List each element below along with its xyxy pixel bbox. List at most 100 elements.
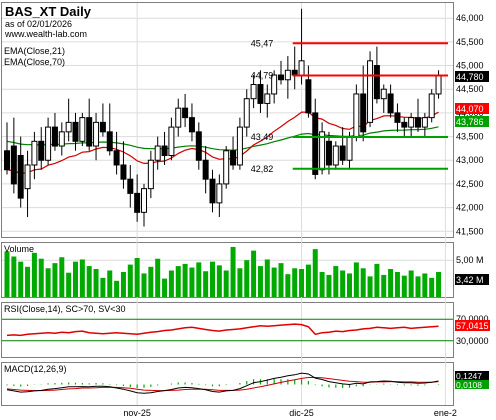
volume-layer bbox=[4, 246, 442, 297]
volume-bar bbox=[408, 270, 414, 297]
candle bbox=[134, 192, 141, 213]
price-y-tick-label: 44,500 bbox=[456, 84, 484, 94]
candle bbox=[243, 98, 250, 128]
x-tick-label: dic-25 bbox=[289, 408, 314, 418]
volume-bar bbox=[162, 278, 168, 297]
volume-bar bbox=[381, 274, 387, 297]
volume-bar bbox=[120, 271, 126, 297]
price-level-label: 43,49 bbox=[251, 132, 274, 142]
volume-bar bbox=[367, 276, 373, 297]
volume-bar bbox=[196, 262, 202, 297]
rsi-title: RSI(Close,14), SC>70, SV<30 bbox=[4, 304, 126, 314]
price-level-label: 45,47 bbox=[251, 38, 274, 48]
volume-bar bbox=[100, 277, 106, 297]
price-level-label: 42,82 bbox=[251, 164, 274, 174]
candle bbox=[332, 145, 339, 166]
rsi-badge-text: 57,0415 bbox=[456, 321, 489, 331]
price-y-tick-label: 43,500 bbox=[456, 132, 484, 142]
candle bbox=[339, 145, 346, 161]
macd-hist-badge: 0,0108 bbox=[455, 380, 489, 390]
candle bbox=[421, 117, 428, 128]
candle bbox=[435, 74, 442, 95]
ema21-badge: 44,070 bbox=[455, 103, 489, 114]
price-y-tick-label: 41,500 bbox=[456, 226, 484, 236]
volume-bar bbox=[168, 270, 174, 297]
rsi-y-tick-label: 70,0000 bbox=[456, 314, 489, 324]
candle bbox=[373, 65, 380, 100]
volume-bar bbox=[216, 265, 222, 297]
volume-bar bbox=[114, 280, 120, 297]
candle bbox=[86, 117, 93, 147]
ema21-line bbox=[6, 111, 439, 175]
volume-bar bbox=[148, 266, 154, 297]
rsi-y-tick-label: 30,0000 bbox=[456, 336, 489, 346]
volume-bar bbox=[31, 252, 37, 297]
volume-panel-frame bbox=[1, 242, 454, 298]
volume-bar bbox=[278, 263, 284, 297]
price-y-tick-label: 45,000 bbox=[456, 61, 484, 71]
volume-bar bbox=[264, 259, 270, 297]
candle bbox=[17, 155, 24, 199]
macd-layer bbox=[6, 372, 440, 394]
rsi-line bbox=[6, 323, 439, 337]
price-y-tick-label: 42,500 bbox=[456, 179, 484, 189]
candle bbox=[58, 131, 65, 147]
volume-badge: 3,42 M bbox=[455, 274, 489, 285]
candle bbox=[360, 93, 367, 133]
x-tick-label: nov-25 bbox=[123, 408, 151, 418]
candle bbox=[230, 150, 237, 166]
volume-bar bbox=[189, 267, 195, 297]
volume-bar bbox=[38, 258, 44, 297]
volume-bar bbox=[52, 263, 58, 297]
volume-bar bbox=[18, 261, 24, 297]
volume-badge-text: 3,42 M bbox=[456, 275, 484, 285]
candle bbox=[367, 60, 374, 123]
volume-y-tick-label: 5,00 M bbox=[456, 255, 484, 265]
chart-date: as of 02/01/2026 bbox=[5, 19, 72, 29]
candle bbox=[113, 150, 120, 166]
volume-bar bbox=[230, 246, 236, 297]
candle bbox=[325, 140, 332, 166]
volume-bar bbox=[312, 249, 318, 297]
volume-bar bbox=[394, 271, 400, 297]
candle bbox=[284, 69, 291, 81]
candle bbox=[188, 117, 195, 133]
candle bbox=[257, 83, 264, 104]
volume-bar bbox=[326, 274, 332, 297]
candle bbox=[202, 159, 209, 180]
legend-ema21: EMA(Close,21) bbox=[4, 46, 65, 56]
candle bbox=[65, 121, 72, 133]
candle bbox=[408, 117, 415, 128]
volume-bar bbox=[415, 276, 421, 297]
volume-bar bbox=[333, 266, 339, 297]
candle bbox=[223, 150, 230, 185]
price-y-tick-label: 45,500 bbox=[456, 37, 484, 47]
candle bbox=[353, 93, 360, 138]
candle bbox=[24, 164, 31, 190]
macd-badge-text: 0,1247 bbox=[456, 371, 482, 381]
candle bbox=[51, 126, 58, 147]
candle bbox=[106, 131, 113, 152]
candle bbox=[216, 183, 223, 204]
candle bbox=[312, 112, 319, 175]
volume-bar bbox=[141, 273, 147, 297]
candle bbox=[168, 126, 175, 157]
macd-panel-frame bbox=[1, 362, 454, 406]
volume-bar bbox=[299, 269, 305, 297]
candle bbox=[175, 107, 182, 128]
volume-bar bbox=[25, 266, 31, 297]
volume-bar bbox=[79, 259, 85, 297]
candle bbox=[147, 159, 154, 190]
volume-bar bbox=[107, 270, 113, 297]
macd-line bbox=[6, 372, 439, 394]
candle bbox=[195, 131, 202, 161]
candle bbox=[250, 83, 257, 100]
volume-bar bbox=[127, 264, 133, 297]
price-y-tick-label: 46,000 bbox=[456, 13, 484, 23]
candle bbox=[79, 117, 86, 142]
macd-badge: 0,1247 bbox=[455, 371, 489, 381]
volume-bar bbox=[251, 250, 257, 297]
candle bbox=[264, 93, 271, 104]
candle bbox=[428, 93, 435, 119]
candle bbox=[387, 93, 394, 114]
